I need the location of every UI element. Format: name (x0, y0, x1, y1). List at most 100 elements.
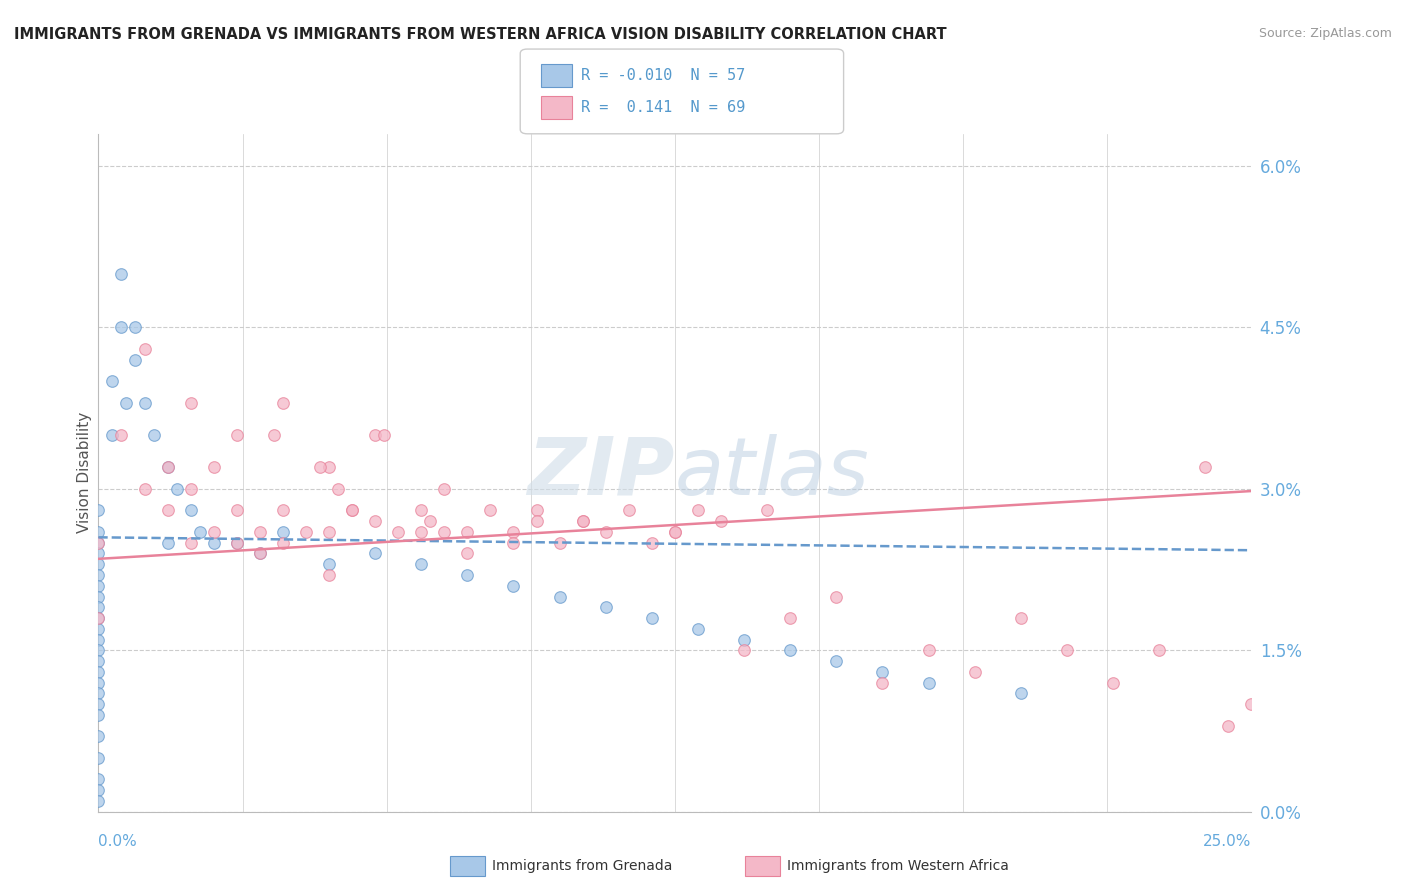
Point (156, 535, 179, 549)
Point (548, 590, 571, 604)
Text: IMMIGRANTS FROM GRENADA VS IMMIGRANTS FROM WESTERN AFRICA VISION DISABILITY CORR: IMMIGRANTS FROM GRENADA VS IMMIGRANTS FR… (14, 27, 946, 42)
Point (249, 524, 271, 539)
Point (180, 396, 202, 410)
Point (87, 611, 110, 625)
Point (595, 524, 617, 539)
Point (87, 568, 110, 582)
Point (411, 524, 433, 539)
Point (101, 374, 124, 388)
Point (87, 535, 110, 549)
Point (387, 524, 409, 539)
Point (249, 546, 271, 560)
Point (419, 514, 441, 528)
Point (340, 503, 363, 517)
Point (156, 503, 179, 517)
Point (756, 503, 779, 517)
Point (456, 546, 478, 560)
Point (502, 579, 524, 593)
Point (202, 524, 225, 539)
Point (502, 524, 524, 539)
Point (433, 482, 456, 496)
Point (1010, 686, 1032, 700)
Point (142, 428, 165, 442)
Point (686, 622, 709, 636)
Point (180, 482, 202, 496)
Point (87, 707, 110, 722)
Point (180, 503, 202, 517)
Point (733, 632, 755, 647)
Point (271, 535, 294, 549)
Point (502, 535, 524, 549)
Point (225, 503, 247, 517)
Point (87, 794, 110, 808)
Point (249, 546, 271, 560)
Point (87, 665, 110, 679)
Text: Source: ZipAtlas.com: Source: ZipAtlas.com (1258, 27, 1392, 40)
Point (180, 535, 202, 549)
Point (87, 622, 110, 636)
Point (779, 643, 801, 657)
Point (641, 611, 664, 625)
Point (364, 546, 387, 560)
Point (87, 611, 110, 625)
Point (87, 590, 110, 604)
Point (124, 320, 146, 334)
Point (1010, 611, 1032, 625)
Point (963, 665, 986, 679)
Point (456, 524, 478, 539)
Point (271, 503, 294, 517)
Point (87, 654, 110, 668)
Point (318, 568, 340, 582)
Point (1218, 718, 1240, 732)
Point (87, 558, 110, 572)
Point (87, 751, 110, 765)
Point (124, 352, 146, 367)
Point (479, 503, 502, 517)
Point (779, 611, 801, 625)
Point (526, 503, 548, 517)
Point (872, 675, 894, 690)
Point (872, 665, 894, 679)
Point (87, 632, 110, 647)
Point (87, 579, 110, 593)
Point (526, 514, 548, 528)
Point (617, 503, 640, 517)
Text: 25.0%: 25.0% (1204, 834, 1251, 849)
Point (340, 503, 363, 517)
Point (433, 524, 456, 539)
Point (110, 320, 132, 334)
Point (571, 514, 593, 528)
Point (295, 524, 318, 539)
Point (733, 643, 755, 657)
Point (134, 482, 156, 496)
Point (271, 524, 294, 539)
Point (134, 396, 156, 410)
Point (87, 772, 110, 787)
Point (202, 460, 225, 475)
Point (595, 600, 617, 615)
Point (87, 675, 110, 690)
Point (1147, 643, 1170, 657)
Point (373, 428, 395, 442)
Point (1056, 643, 1078, 657)
Point (1194, 460, 1216, 475)
Point (225, 535, 247, 549)
Point (571, 514, 593, 528)
Point (364, 428, 387, 442)
Point (917, 675, 939, 690)
Point (318, 460, 340, 475)
Point (87, 730, 110, 744)
Point (664, 524, 686, 539)
Point (110, 428, 132, 442)
Point (1240, 697, 1263, 711)
Point (156, 460, 179, 475)
Point (87, 546, 110, 560)
Point (548, 535, 571, 549)
Point (318, 558, 340, 572)
Point (166, 482, 188, 496)
Point (87, 524, 110, 539)
Point (1102, 675, 1125, 690)
Point (411, 558, 433, 572)
Y-axis label: Vision Disability: Vision Disability (77, 412, 91, 533)
Point (318, 524, 340, 539)
